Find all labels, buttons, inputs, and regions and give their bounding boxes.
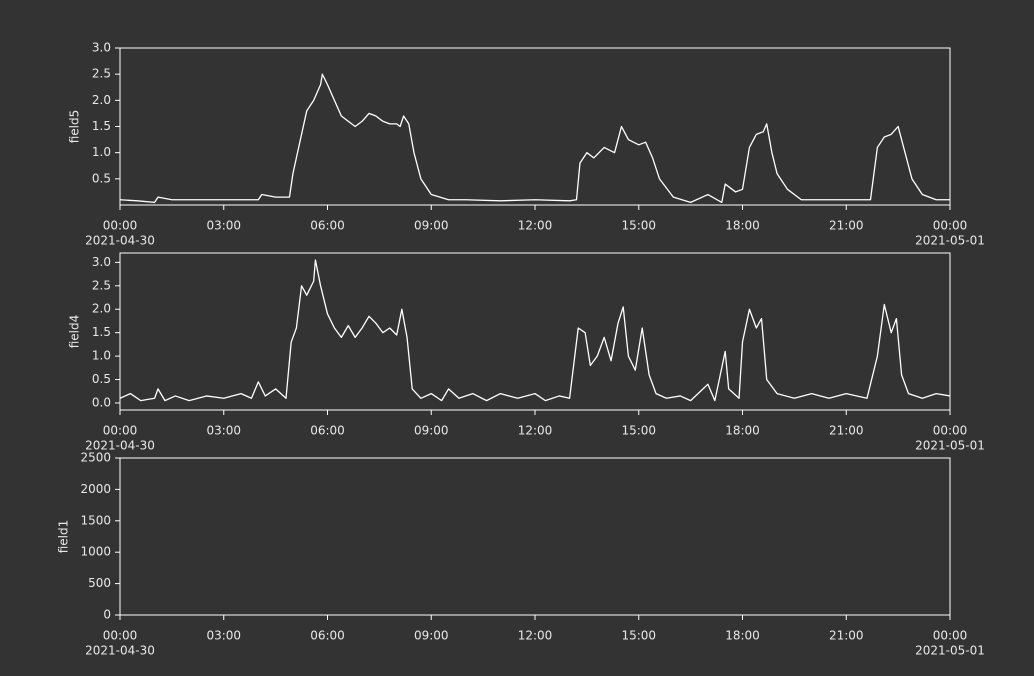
plot-frame — [119, 47, 951, 206]
y-tick-label: 2.5 — [92, 67, 111, 81]
x-tick-label: 21:00 — [829, 629, 864, 643]
y-tick-label: 2.5 — [92, 278, 111, 292]
x-tick-label: 18:00 — [725, 424, 760, 438]
x-tick-label: 03:00 — [206, 424, 241, 438]
x-tick-label: 15:00 — [621, 424, 656, 438]
y-tick-label: 1.0 — [92, 349, 111, 363]
x-date-label: 2021-04-30 — [85, 439, 155, 453]
x-tick-label: 06:00 — [310, 629, 345, 643]
y-tick-label: 0.5 — [92, 171, 111, 185]
x-date-label: 2021-05-01 — [915, 644, 985, 658]
data-line — [119, 259, 951, 402]
y-axis-label: field4 — [68, 315, 82, 349]
y-tick-label: 1500 — [80, 513, 111, 527]
plot-frame — [119, 457, 951, 616]
x-tick-label: 15:00 — [621, 629, 656, 643]
y-tick-label: 2.0 — [92, 93, 111, 107]
y-axis-label: field5 — [68, 110, 82, 144]
plot-frame — [119, 252, 951, 411]
x-tick-label: 00:00 — [933, 219, 968, 233]
y-tick-label: 1.0 — [92, 145, 111, 159]
x-date-label: 2021-04-30 — [85, 644, 155, 658]
y-tick-label: 3.0 — [92, 255, 111, 269]
x-tick-label: 00:00 — [933, 629, 968, 643]
x-date-label: 2021-05-01 — [915, 439, 985, 453]
y-tick-label: 1000 — [80, 545, 111, 559]
x-tick-label: 06:00 — [310, 219, 345, 233]
x-date-label: 2021-04-30 — [85, 234, 155, 248]
y-tick-label: 2000 — [80, 482, 111, 496]
x-tick-label: 00:00 — [103, 629, 138, 643]
x-tick-label: 06:00 — [310, 424, 345, 438]
x-tick-label: 12:00 — [518, 424, 553, 438]
x-tick-label: 15:00 — [621, 219, 656, 233]
x-tick-label: 09:00 — [414, 424, 449, 438]
x-tick-label: 00:00 — [933, 424, 968, 438]
x-tick-label: 18:00 — [725, 219, 760, 233]
x-tick-label: 03:00 — [206, 219, 241, 233]
y-tick-label: 2500 — [80, 451, 111, 465]
x-tick-label: 09:00 — [414, 219, 449, 233]
x-date-label: 2021-05-01 — [915, 234, 985, 248]
x-tick-label: 00:00 — [103, 424, 138, 438]
y-tick-label: 2.0 — [92, 302, 111, 316]
y-tick-label: 1.5 — [92, 119, 111, 133]
y-tick-label: 0.5 — [92, 372, 111, 386]
y-tick-label: 1.5 — [92, 325, 111, 339]
y-tick-label: 500 — [88, 576, 111, 590]
x-tick-label: 18:00 — [725, 629, 760, 643]
x-tick-label: 21:00 — [829, 424, 864, 438]
y-tick-label: 0 — [103, 608, 111, 622]
y-axis-label: field1 — [57, 520, 71, 554]
data-line — [119, 73, 950, 204]
x-tick-label: 03:00 — [206, 629, 241, 643]
x-tick-label: 00:00 — [103, 219, 138, 233]
x-tick-label: 21:00 — [829, 219, 864, 233]
y-tick-label: 0.0 — [92, 395, 111, 409]
x-tick-label: 12:00 — [518, 219, 553, 233]
y-tick-label: 3.0 — [92, 41, 111, 55]
x-tick-label: 12:00 — [518, 629, 553, 643]
x-tick-label: 09:00 — [414, 629, 449, 643]
